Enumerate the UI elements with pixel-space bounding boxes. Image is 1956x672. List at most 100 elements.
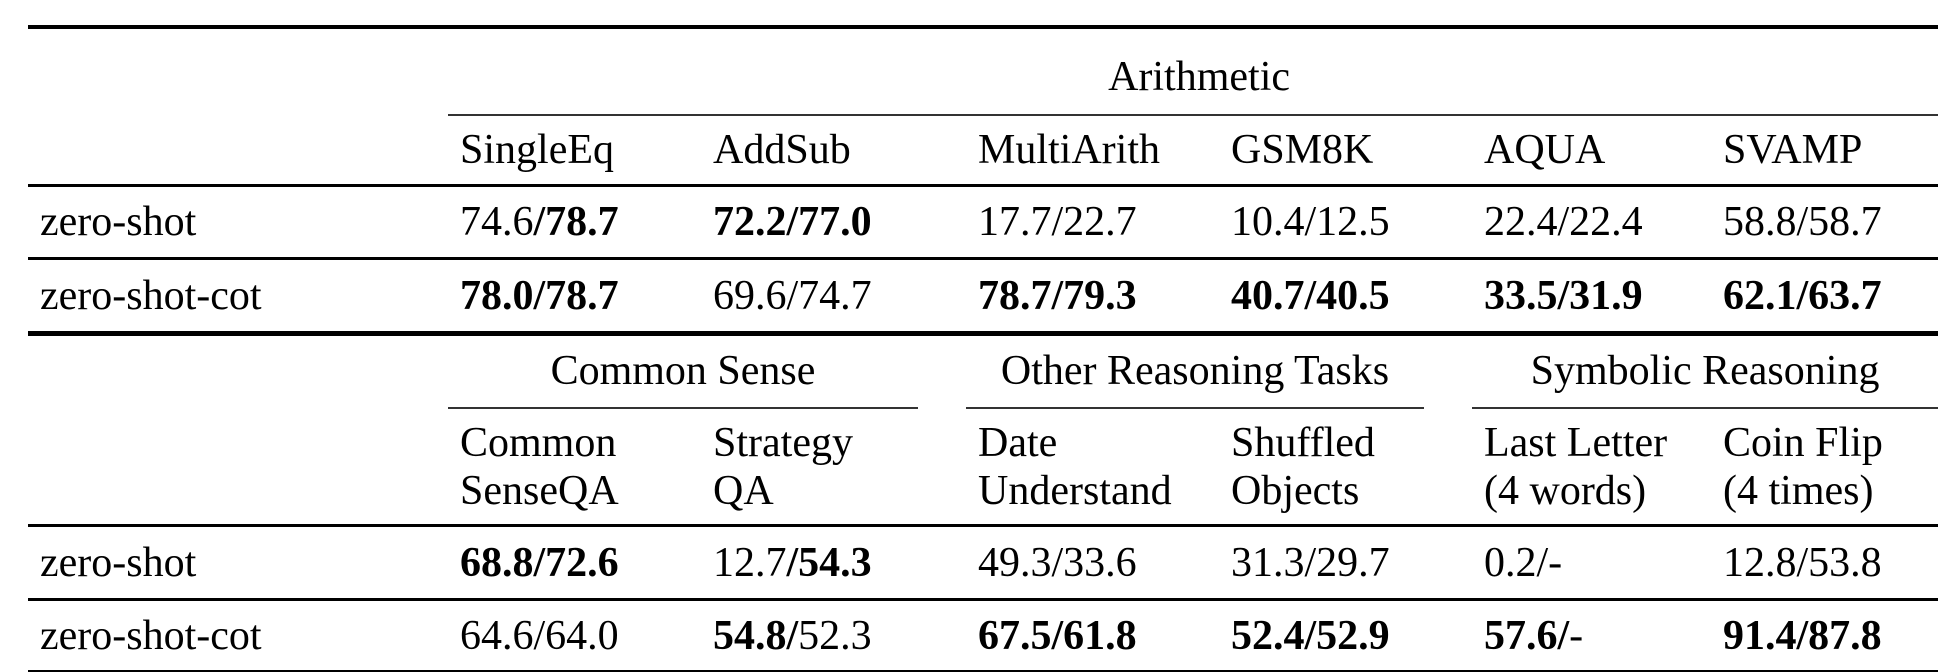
group-header-arithmetic: Arithmetic [448,27,1939,116]
group-header-row: Arithmetic [28,27,1939,116]
row-label-spacer [28,409,448,527]
value-left: 33.5 [1484,272,1558,319]
column-header-singleeq: SingleEq [448,115,701,187]
value-separator: / [533,612,546,659]
value-right: - [1548,539,1563,586]
score-cell: 68.8/72.6 [448,525,701,601]
value-separator: / [1304,272,1317,319]
value-right: 29.7 [1316,539,1390,586]
value-separator: / [1796,272,1809,319]
value-separator: / [786,272,799,319]
value-right: 79.3 [1063,272,1137,319]
column-header-row: Common SenseQA Strategy QA Date Understand Shu… [28,409,1939,527]
value-left: 0.2 [1484,539,1537,586]
row-label: zero-shot-cot [28,258,448,336]
table-row-zero-shot: zero-shot 74.6/78.7 72.2/77.0 17.7/22.7 10.4… [28,185,1939,260]
group-header-label: Symbolic Reasoning [1530,348,1880,394]
value-separator: / [1051,272,1064,319]
value-left: 78.0 [460,272,534,319]
column-header-line: GSM8K [1231,127,1374,173]
column-header-last-letter-4-words: Last Letter (4 words) [1472,409,1711,527]
value-separator: / [1051,199,1064,245]
value-left: 74.6 [460,199,534,245]
score-cell: 74.6/78.7 [448,185,701,260]
table-row-zero-shot-cot: zero-shot-cot 78.0/78.7 69.6/74.7 78.7/79.3… [28,258,1939,336]
score-cell: 17.7/22.7 [966,185,1219,260]
score-cell: 52.4/52.9 [1219,600,1472,672]
row-label: zero-shot-cot [40,612,262,659]
value-left: 49.3 [978,539,1052,586]
value-separator: / [1536,539,1549,586]
group-header-row: Common Sense Other Reasoning Tasks Symboli… [28,334,1939,410]
value-right: 22.4 [1569,199,1643,245]
results-table: Arithmetic SingleEq AddSub MultiArith GSM8K A… [28,25,1939,672]
value-separator: / [1796,199,1809,245]
value-right: 72.6 [545,539,619,586]
column-header-line: AddSub [713,127,851,173]
column-header-line: Coin Flip [1723,419,1883,466]
value-left: 40.7 [1231,272,1305,319]
value-separator: / [1557,272,1570,319]
value-right: 52.3 [798,612,872,659]
value-right: 61.8 [1063,612,1137,659]
row-label-spacer [28,334,448,410]
column-header-line: SingleEq [460,127,614,173]
score-cell: 12.7/54.3 [701,525,966,601]
value-separator: / [786,612,799,659]
value-separator: / [533,199,546,245]
column-header-gsm8k: GSM8K [1219,115,1472,187]
column-header-aqua: AQUA [1472,115,1711,187]
value-left: 22.4 [1484,199,1558,245]
column-header-line: (4 words) [1484,467,1647,514]
column-header-line: Objects [1231,467,1360,514]
column-header-line: Shuffled [1231,419,1375,466]
column-header-addsub: AddSub [701,115,966,187]
column-header-coin-flip-4-times: Coin Flip (4 times) [1711,409,1939,527]
value-separator: / [1304,539,1317,586]
group-underline-box: Common Sense [448,347,918,409]
value-left: 57.6 [1484,612,1558,659]
score-cell: 12.8/53.8 [1711,525,1939,601]
value-left: 68.8 [460,539,534,586]
column-header-line: (4 times) [1723,467,1874,514]
value-right: 54.3 [798,539,872,586]
value-right: 58.7 [1808,199,1882,245]
column-header-line: Strategy [713,419,853,466]
group-header-label: Common Sense [550,348,816,394]
score-cell: 78.7/79.3 [966,258,1219,336]
value-left: 10.4 [1231,199,1305,245]
column-header-common-senseqa: Common SenseQA [448,409,701,527]
results-table-body: Arithmetic SingleEq AddSub MultiArith GSM8K A… [28,27,1939,672]
value-left: 64.6 [460,612,534,659]
value-separator: / [786,199,799,245]
score-cell: 49.3/33.6 [966,525,1219,601]
value-right: 87.8 [1808,612,1882,659]
score-cell: 54.8/52.3 [701,600,966,672]
value-left: 31.3 [1231,539,1305,586]
score-cell: 62.1/63.7 [1711,258,1939,336]
score-cell: 10.4/12.5 [1219,185,1472,260]
column-header-strategy-qa: Strategy QA [701,409,966,527]
value-separator: / [533,272,546,319]
group-header-label: Arithmetic [1108,54,1291,100]
value-separator: / [1051,612,1064,659]
value-left: 78.7 [978,272,1052,319]
value-right: 78.7 [545,199,619,245]
value-left: 62.1 [1723,272,1797,319]
column-header-line: SVAMP [1723,127,1863,173]
value-separator: / [1557,612,1570,659]
score-cell: 64.6/64.0 [448,600,701,672]
value-separator: / [1304,612,1317,659]
value-separator: / [786,539,799,586]
value-separator: / [1796,612,1809,659]
score-cell: 91.4/87.8 [1711,600,1938,672]
column-header-line: Common [460,419,617,466]
row-label: zero-shot [28,185,448,260]
column-header-line: Date [978,419,1058,466]
group-header-label: Other Reasoning Tasks [1000,348,1390,394]
value-right: 22.7 [1063,199,1137,245]
value-left: 17.7 [978,199,1052,245]
score-cell: 31.3/29.7 [1219,525,1472,601]
column-header-line: MultiArith [978,127,1161,173]
table-row-zero-shot-cot: zero-shot-cot 64.6/64.0 54.8/52.3 67.5/61.8… [28,600,1938,672]
